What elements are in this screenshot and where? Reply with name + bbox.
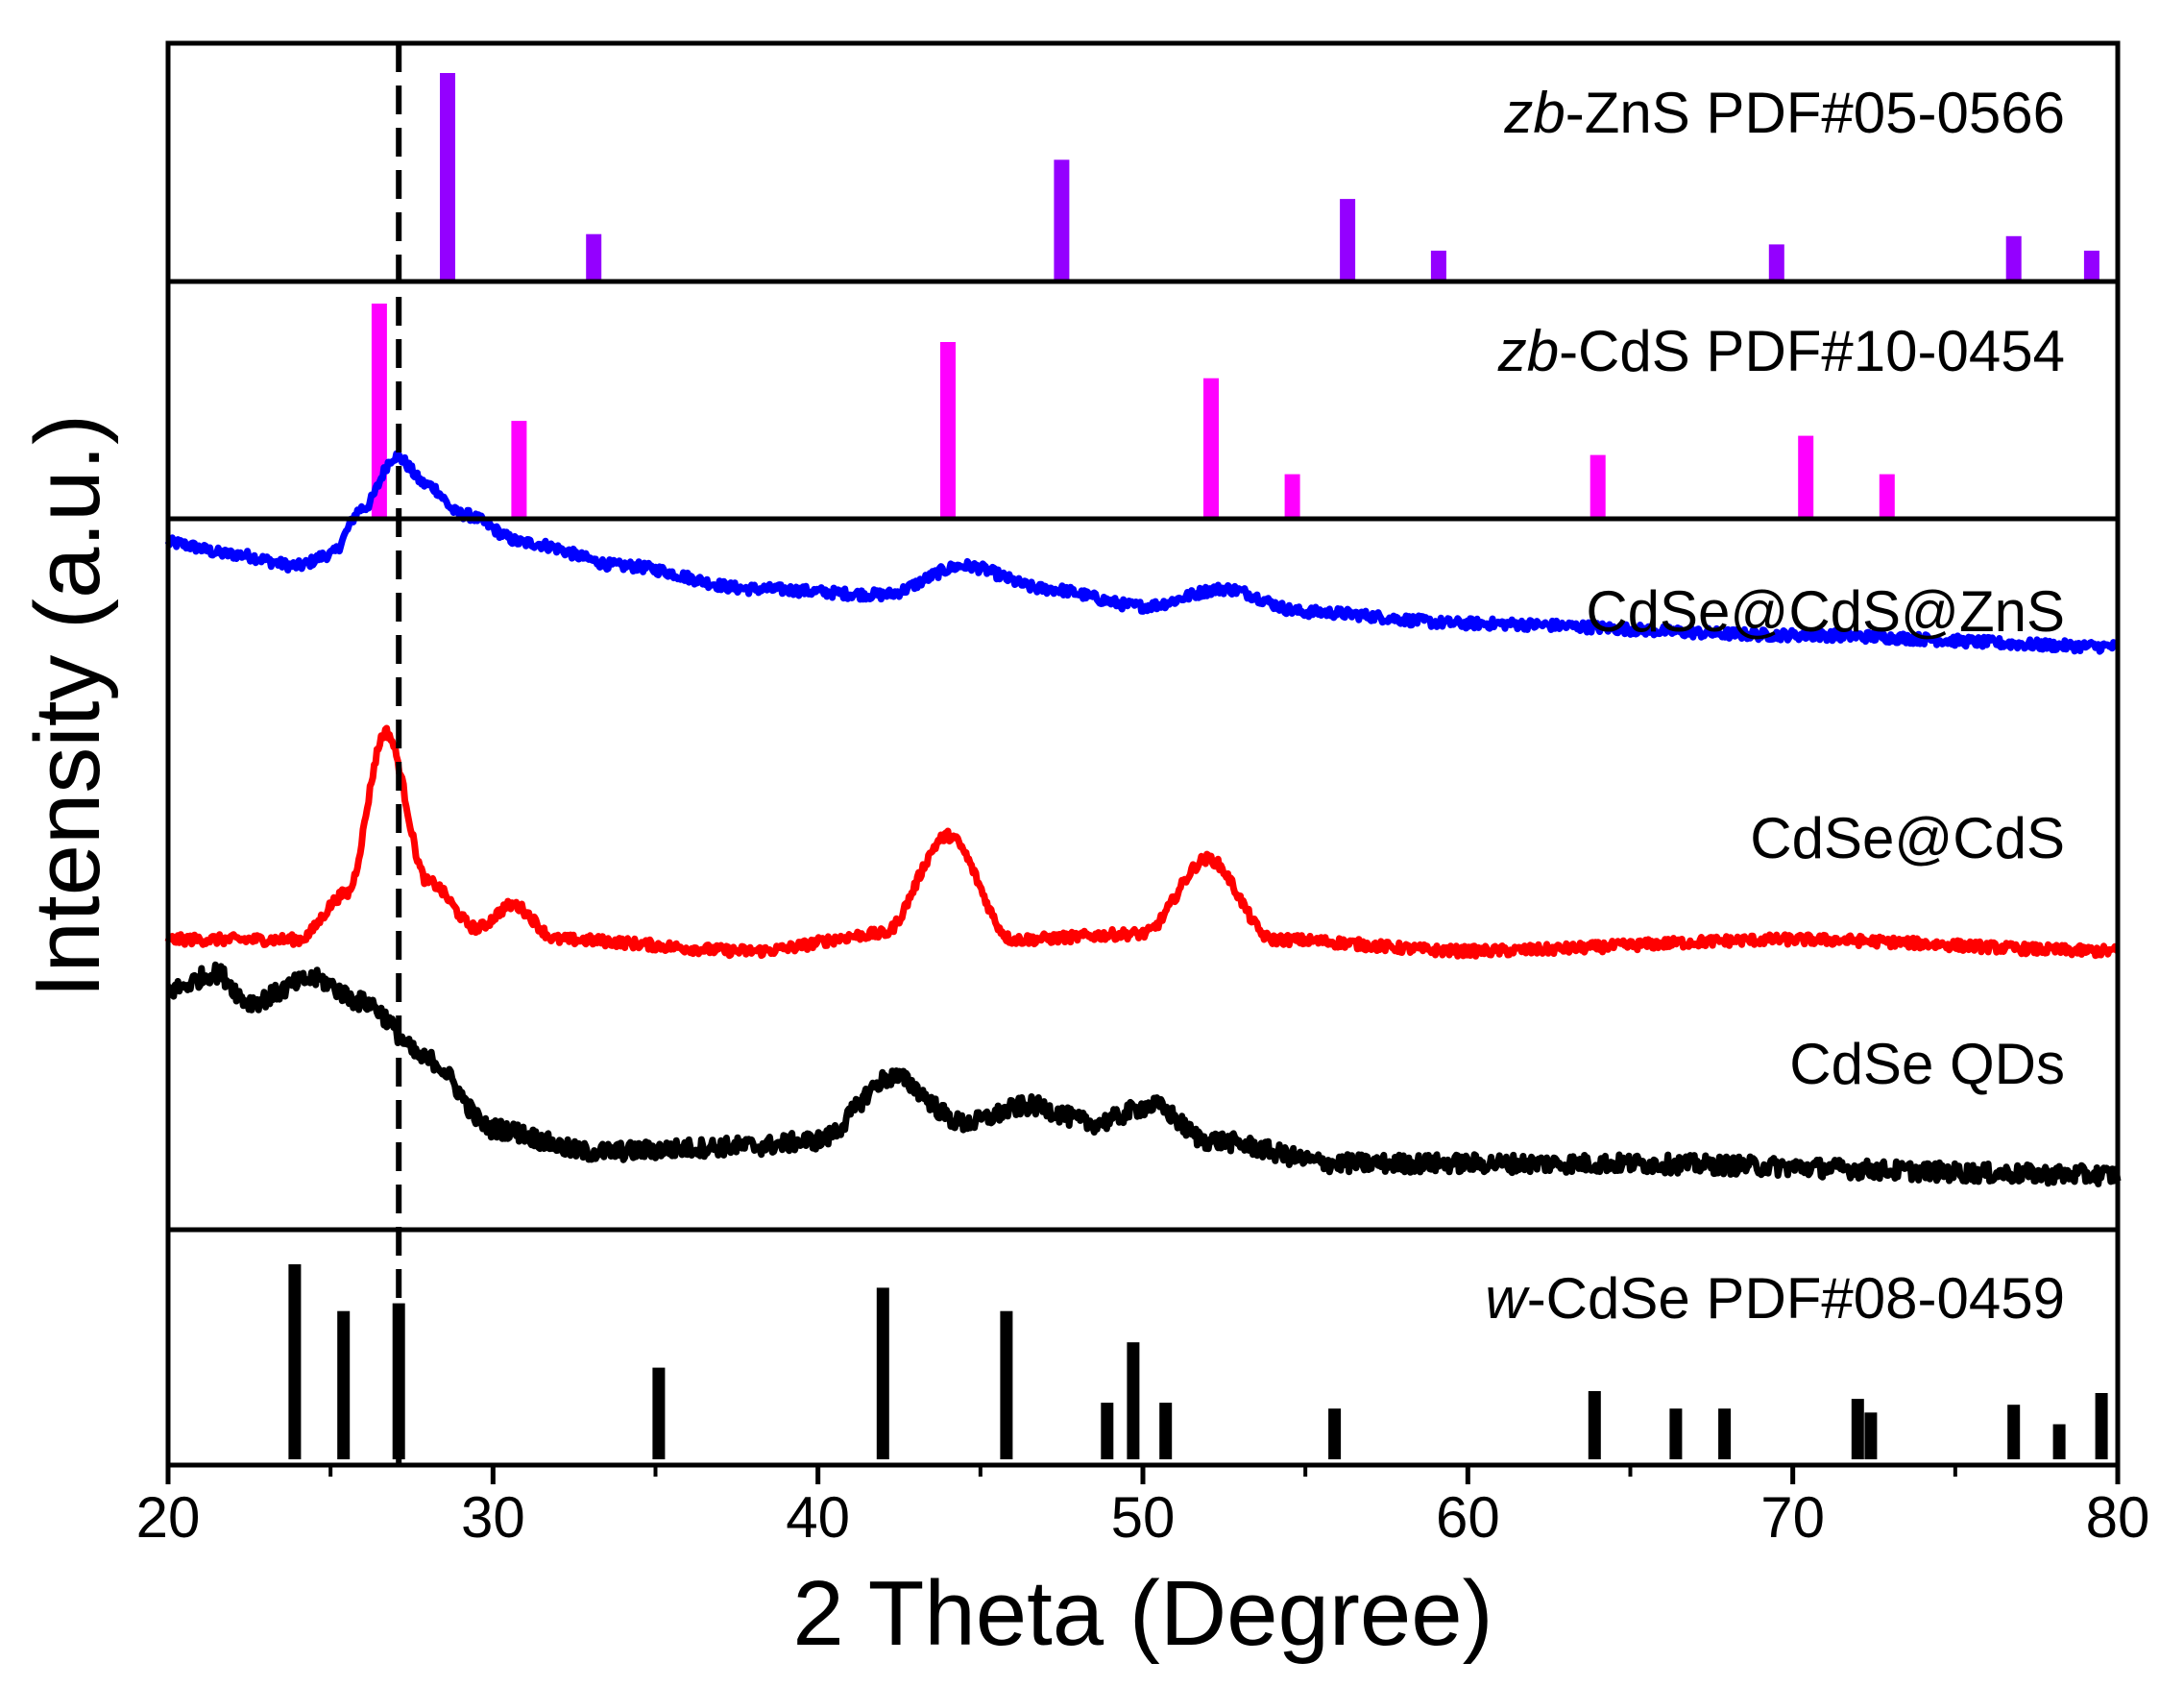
cdse-reference-peaks (288, 1264, 2108, 1459)
x-tick-label-40: 40 (786, 1485, 850, 1550)
cdse-peak-bar-6 (1000, 1310, 1013, 1459)
series-label-cdse-cds-zns: CdSe@CdS@ZnS (1586, 579, 2065, 644)
series-label-cdse-qds: CdSe QDs (1789, 1032, 2065, 1096)
cds-peak-bar-7 (1798, 435, 1814, 517)
cdse-pattern-label: w-CdSe PDF#08-0459 (1485, 1266, 2065, 1331)
curve-cdse-cds-zns (164, 450, 2121, 655)
x-axis-title: 2 Theta (Degree) (792, 1562, 1492, 1665)
cdse-peak-bar-5 (876, 1287, 889, 1459)
cds-reference-peaks (371, 304, 1895, 517)
cdse-peak-bar-12 (1669, 1408, 1683, 1459)
cdse-peak-bar-10 (1328, 1408, 1342, 1459)
y-axis-title: Intensity (a.u.) (16, 414, 119, 998)
curve-cdse-cds (164, 724, 2121, 960)
cdse-peak-bar-7 (1101, 1403, 1114, 1459)
cdse-peak-bar-4 (652, 1367, 666, 1459)
cds-peak-bar-2 (511, 421, 527, 517)
curve-cdse-qds (166, 961, 2122, 1187)
cdse-peak-bar-8 (1127, 1342, 1140, 1459)
cds-peak-bar-3 (940, 342, 956, 517)
zns-pattern-label: zb-ZnS PDF#05-0566 (1503, 81, 2065, 145)
cdse-label-rest: -CdSe PDF#08-0459 (1527, 1266, 2065, 1331)
cds-label-rest: -CdS PDF#10-0454 (1559, 319, 2065, 383)
zns-peak-bar-4 (1340, 199, 1356, 280)
cds-label-prefix: zb (1497, 319, 1559, 383)
cdse-peak-bar-1 (288, 1264, 302, 1459)
zns-label-rest: -ZnS PDF#05-0566 (1565, 81, 2065, 145)
x-tick-label-30: 30 (461, 1485, 525, 1550)
zns-peak-bar-3 (1054, 159, 1070, 280)
x-tick-label-20: 20 (136, 1485, 201, 1550)
zns-peak-bar-1 (440, 73, 455, 280)
xrd-curves (164, 450, 2122, 1187)
cdse-peak-bar-18 (2095, 1393, 2108, 1459)
cds-peak-bar-6 (1589, 454, 1606, 517)
cdse-peak-bar-2 (337, 1310, 351, 1459)
x-tick-label-50: 50 (1111, 1485, 1176, 1550)
zns-peak-bar-8 (2083, 250, 2099, 280)
zns-peak-bar-5 (1430, 250, 1446, 280)
zns-peak-bar-2 (586, 233, 602, 280)
x-tick-label-70: 70 (1760, 1485, 1825, 1550)
cdse-peak-bar-17 (2052, 1424, 2066, 1459)
zns-label-prefix: zb (1503, 81, 1565, 145)
series-label-cdse-cds: CdSe@CdS (1750, 806, 2065, 870)
cds-peak-bar-5 (1284, 474, 1300, 517)
zns-peak-bar-6 (1768, 244, 1784, 280)
cdse-peak-bar-16 (2007, 1405, 2021, 1459)
x-tick-label-80: 80 (2086, 1485, 2150, 1550)
zns-peak-bar-7 (2005, 235, 2022, 280)
cds-pattern-label: zb-CdS PDF#10-0454 (1497, 319, 2065, 383)
cds-peak-bar-4 (1203, 378, 1219, 517)
cdse-peak-bar-9 (1159, 1403, 1173, 1459)
cdse-peak-bar-11 (1588, 1391, 1601, 1459)
cdse-peak-bar-13 (1718, 1408, 1732, 1459)
cds-peak-bar-8 (1879, 474, 1895, 517)
cdse-label-prefix: w (1485, 1266, 1530, 1331)
zns-reference-peaks (440, 73, 2099, 280)
cdse-peak-bar-15 (1864, 1412, 1878, 1459)
x-axis-ticks: 20 30 40 50 60 70 80 (136, 1465, 2150, 1550)
cds-peak-bar-1 (371, 304, 387, 517)
cdse-peak-bar-14 (1851, 1399, 1864, 1459)
x-tick-label-60: 60 (1436, 1485, 1500, 1550)
